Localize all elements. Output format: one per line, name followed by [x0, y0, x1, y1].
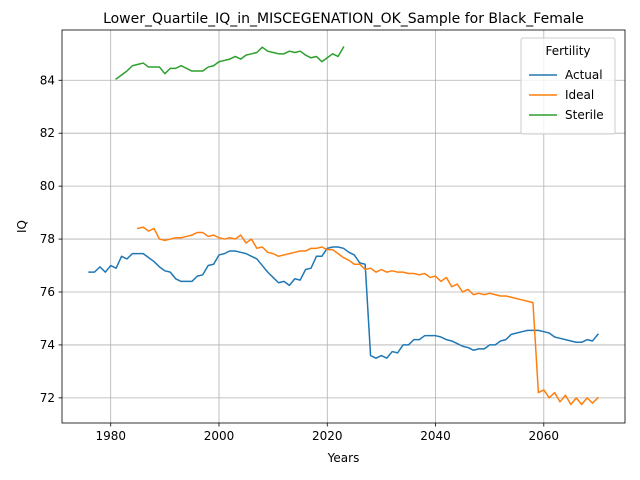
legend-label-sterile: Sterile [565, 108, 604, 122]
x-tick-label: 2000 [204, 429, 235, 443]
x-tick-label: 2040 [420, 429, 451, 443]
y-tick-label: 74 [40, 338, 55, 352]
y-tick-label: 80 [40, 179, 55, 193]
x-axis-ticks: 1980 2000 2020 2040 2060 [95, 423, 559, 443]
y-tick-label: 78 [40, 232, 55, 246]
series-line-sterile [115, 46, 345, 81]
x-tick-label: 1980 [95, 429, 126, 443]
legend: Fertility Actual Ideal Sterile [520, 37, 616, 135]
x-axis-label: Years [327, 451, 360, 465]
legend-title: Fertility [545, 44, 590, 58]
series-line-ideal [136, 226, 599, 406]
legend-box [520, 37, 616, 135]
x-tick-label: 2060 [529, 429, 560, 443]
plot-area-frame [61, 29, 626, 424]
x-tick-label: 2020 [312, 429, 343, 443]
legend-label-ideal: Ideal [565, 88, 594, 102]
series-lines [88, 46, 599, 406]
legend-label-actual: Actual [565, 68, 603, 82]
y-tick-label: 84 [40, 73, 55, 87]
y-axis-ticks: 72 74 76 78 80 82 84 [40, 73, 62, 405]
series-line-actual [88, 246, 599, 359]
chart-title: Lower_Quartile_IQ_in_MISCEGENATION_OK_Sa… [103, 11, 584, 27]
y-tick-label: 76 [40, 285, 55, 299]
y-axis-label: IQ [15, 220, 29, 233]
y-tick-label: 82 [40, 126, 55, 140]
y-tick-label: 72 [40, 391, 55, 405]
legend-items: Actual Ideal Sterile [529, 68, 604, 122]
